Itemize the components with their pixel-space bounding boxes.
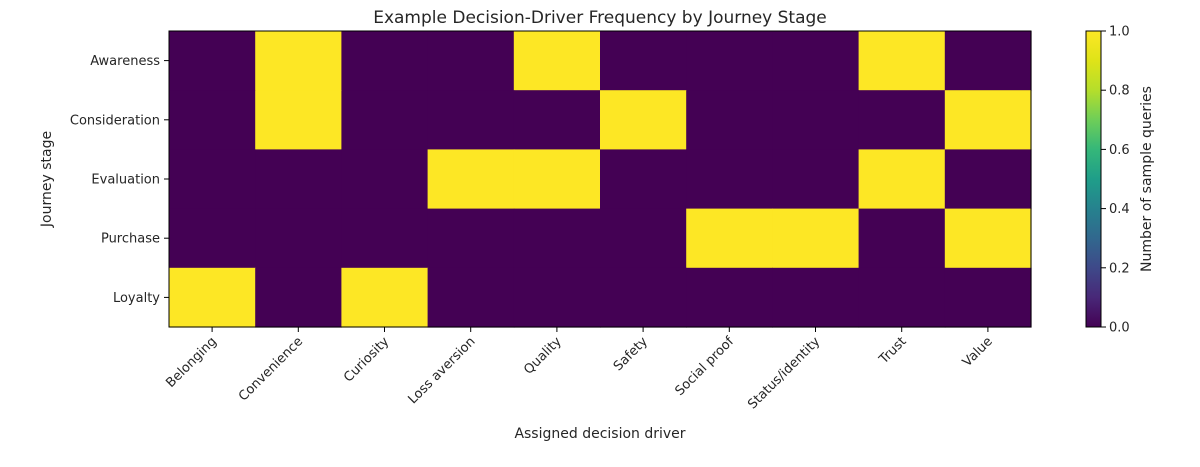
- heatmap-cell: [600, 90, 687, 150]
- heatmap-cell: [427, 31, 515, 91]
- x-tick-label: Social proof: [672, 334, 737, 399]
- heatmap-cell: [772, 31, 860, 91]
- heatmap-cell: [772, 149, 860, 210]
- heatmap-cell: [255, 31, 342, 91]
- heatmap-cell: [600, 149, 687, 210]
- heatmap-cell: [169, 267, 256, 328]
- heatmap-cell: [944, 267, 1032, 328]
- heatmap-cell: [427, 208, 515, 269]
- y-axis-ticks: Awareness Consideration Evaluation Purchase…: [70, 54, 169, 306]
- x-tick-label: Trust: [876, 334, 910, 368]
- heatmap-cell: [341, 208, 429, 269]
- heatmap-cell: [427, 149, 515, 210]
- heatmap-cell: [858, 208, 946, 269]
- x-tick-label: Convenience: [236, 334, 306, 404]
- heatmap-cell: [341, 31, 429, 91]
- x-tick-label: Belonging: [163, 334, 220, 391]
- y-tick-label: Purchase: [101, 232, 160, 247]
- heatmap-cell: [255, 149, 342, 210]
- heatmap-cell: [772, 208, 860, 269]
- heatmap-cell: [944, 208, 1032, 269]
- heatmap-cell: [772, 267, 860, 328]
- heatmap-cell: [858, 31, 946, 91]
- heatmap-cell: [341, 90, 429, 150]
- heatmap-cells: [169, 31, 1032, 328]
- y-tick-label: Loyalty: [113, 291, 160, 306]
- heatmap-cell: [944, 90, 1032, 150]
- colorbar-ticks: 0.0 0.2 0.4 0.6 0.8 1.0: [1101, 25, 1130, 336]
- y-tick-label: Evaluation: [91, 173, 160, 188]
- colorbar-tick-label: 0.2: [1109, 261, 1130, 276]
- x-tick-label: Curiosity: [341, 334, 392, 385]
- y-tick-label: Consideration: [70, 113, 160, 128]
- heatmap-cell: [169, 208, 256, 269]
- x-tick-label: Loss aversion: [406, 334, 479, 407]
- heatmap-cell: [255, 267, 342, 328]
- heatmap-cell: [686, 267, 773, 328]
- heatmap-cell: [513, 31, 601, 91]
- heatmap-cell: [255, 208, 342, 269]
- heatmap-cell: [858, 90, 946, 150]
- heatmap-cell: [944, 31, 1032, 91]
- heatmap-cell: [513, 267, 601, 328]
- heatmap-cell: [944, 149, 1032, 210]
- heatmap-cell: [858, 267, 946, 328]
- heatmap-cell: [341, 149, 429, 210]
- heatmap-cell: [686, 31, 773, 91]
- x-tick-label: Status/identity: [745, 334, 823, 412]
- heatmap-cell: [600, 31, 687, 91]
- heatmap-cell: [686, 149, 773, 210]
- chart-title: Example Decision-Driver Frequency by Jou…: [373, 8, 827, 28]
- heatmap-cell: [341, 267, 429, 328]
- y-axis-label: Journey stage: [39, 131, 55, 228]
- colorbar-tick-label: 0.0: [1109, 321, 1130, 336]
- x-axis-label: Assigned decision driver: [514, 426, 685, 442]
- x-tick-label: Safety: [611, 334, 651, 374]
- heatmap-cell: [600, 267, 687, 328]
- heatmap-cell: [686, 208, 773, 269]
- heatmap-cell: [513, 208, 601, 269]
- heatmap-cell: [772, 90, 860, 150]
- heatmap-cell: [255, 90, 342, 150]
- colorbar-label: Number of sample queries: [1139, 86, 1155, 272]
- x-axis-ticks: Belonging Convenience Curiosity Loss aversi…: [163, 327, 996, 412]
- x-tick-label: Value: [960, 334, 996, 370]
- heatmap-cell: [513, 149, 601, 210]
- heatmap-cell: [169, 31, 256, 91]
- colorbar-tick-label: 0.6: [1109, 143, 1130, 158]
- colorbar: [1085, 30, 1102, 328]
- heatmap-cell: [169, 149, 256, 210]
- colorbar-tick-label: 0.4: [1109, 202, 1130, 217]
- y-tick-label: Awareness: [90, 54, 160, 69]
- heatmap-cell: [686, 90, 773, 150]
- colorbar-tick-label: 1.0: [1109, 25, 1130, 40]
- x-tick-label: Quality: [521, 334, 565, 378]
- heatmap-cell: [169, 90, 256, 150]
- heatmap-cell: [427, 90, 515, 150]
- heatmap-cell: [858, 149, 946, 210]
- colorbar-tick-label: 0.8: [1109, 84, 1130, 99]
- heatmap-cell: [513, 90, 601, 150]
- heatmap-cell: [427, 267, 515, 328]
- heatmap-cell: [600, 208, 687, 269]
